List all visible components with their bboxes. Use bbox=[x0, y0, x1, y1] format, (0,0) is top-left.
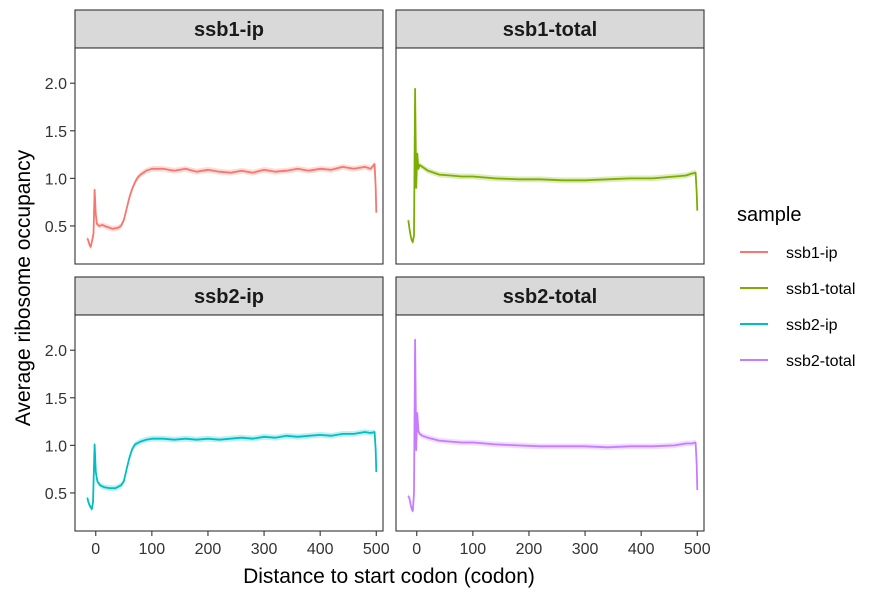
panel-ssb1-total: ssb1-total bbox=[395, 9, 705, 265]
legend-item-ssb2-ip: ssb2-ip bbox=[740, 317, 838, 334]
legend-label: ssb1-ip bbox=[786, 245, 838, 262]
x-tick-label: 400 bbox=[307, 541, 334, 558]
panel-border bbox=[395, 47, 705, 265]
legend-label: ssb1-total bbox=[786, 281, 855, 298]
legend-label: ssb2-ip bbox=[786, 317, 838, 334]
x-tick-label: 300 bbox=[572, 541, 599, 558]
panel-ssb2-ip: ssb2-ip 0.5 1.0 1.5 2.0 0 100 200 300 400 500 bbox=[45, 276, 390, 558]
y-tick-label: 0.5 bbox=[45, 219, 67, 236]
legend-item-ssb2-total: ssb2-total bbox=[740, 353, 855, 370]
x-tick-label: 500 bbox=[684, 541, 711, 558]
panel-border bbox=[74, 314, 384, 532]
legend-items: ssb1-ip ssb1-total ssb2-ip ssb2-total bbox=[740, 245, 855, 370]
legend-item-ssb1-total: ssb1-total bbox=[740, 281, 855, 298]
x-tick-label: 400 bbox=[628, 541, 655, 558]
y-tick-label: 1.0 bbox=[45, 171, 67, 188]
y-tick-label: 1.0 bbox=[45, 438, 67, 455]
strip-background bbox=[74, 9, 384, 49]
strip-title: ssb2-total bbox=[503, 286, 597, 308]
ribbon-ssb1-ip bbox=[87, 161, 377, 250]
panels-layer: ssb1-ip 0.5 1.0 1.5 2.0 ssb1-total ssb2-ip 0.5 1… bbox=[45, 9, 711, 558]
y-tick-label: 2.0 bbox=[45, 343, 67, 360]
strip-title: ssb1-ip bbox=[194, 19, 264, 41]
y-tick-label: 2.0 bbox=[45, 76, 67, 93]
y-tick-label: 1.5 bbox=[45, 391, 67, 408]
x-tick-label: 100 bbox=[139, 541, 166, 558]
y-axis-title: Average ribosome occupancy bbox=[12, 149, 35, 426]
series-line-ssb1-total bbox=[407, 88, 699, 244]
panel-ssb1-ip: ssb1-ip 0.5 1.0 1.5 2.0 bbox=[45, 9, 384, 265]
x-tick-label: 200 bbox=[516, 541, 543, 558]
series-line-ssb2-total bbox=[407, 338, 699, 512]
x-tick-label: 0 bbox=[412, 541, 421, 558]
legend-item-ssb1-ip: ssb1-ip bbox=[740, 245, 838, 262]
x-tick-label: 100 bbox=[460, 541, 487, 558]
panel-border bbox=[74, 47, 384, 265]
strip-background bbox=[74, 276, 384, 316]
x-tick-label: 300 bbox=[251, 541, 278, 558]
series-line-ssb2-ip bbox=[86, 431, 378, 511]
legend-title: sample bbox=[737, 204, 801, 226]
panel-border bbox=[395, 314, 705, 532]
legend: sample ssb1-ip ssb1-total ssb2-ip ssb2-tota… bbox=[737, 204, 855, 370]
strip-background bbox=[395, 276, 705, 316]
panel-ssb2-total: ssb2-total 0 100 200 300 400 500 bbox=[395, 276, 711, 558]
x-tick-label: 500 bbox=[363, 541, 390, 558]
y-tick-label: 1.5 bbox=[45, 124, 67, 141]
strip-title: ssb2-ip bbox=[194, 286, 264, 308]
x-axis-title: Distance to start codon (codon) bbox=[243, 565, 535, 588]
series-line-ssb1-ip bbox=[86, 163, 378, 248]
y-tick-label: 0.5 bbox=[45, 486, 67, 503]
x-tick-label: 200 bbox=[195, 541, 222, 558]
x-tick-label: 0 bbox=[91, 541, 100, 558]
strip-title: ssb1-total bbox=[503, 19, 597, 41]
legend-label: ssb2-total bbox=[786, 353, 855, 370]
